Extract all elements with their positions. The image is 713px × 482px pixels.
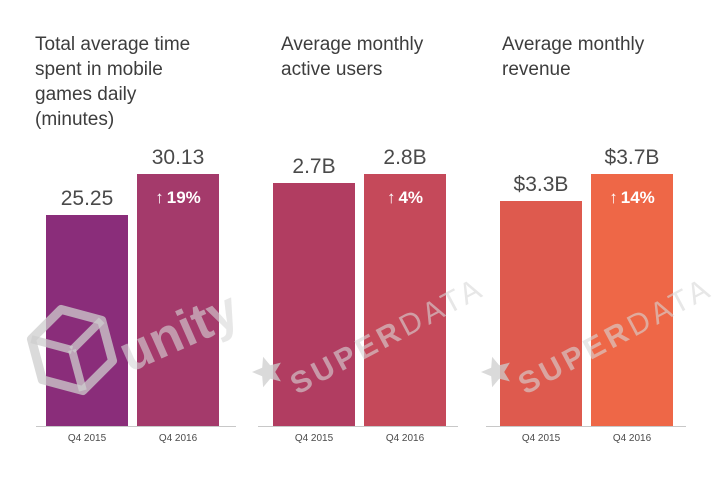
change-badge: ↑ 4% — [364, 188, 446, 208]
data-label: 25.25 — [60, 187, 114, 210]
x-tick-label: Q4 2016 — [158, 433, 198, 444]
data-label: 30.13 — [151, 146, 205, 169]
change-badge: ↑ 19% — [137, 188, 219, 208]
up-arrow-icon: ↑ — [386, 188, 396, 207]
bar-q4-2016 — [364, 174, 446, 426]
x-tick-label: Q4 2015 — [294, 433, 334, 444]
bar-q4-2015 — [500, 201, 582, 426]
superdata-star-icon — [481, 356, 510, 388]
x-axis-baseline — [258, 426, 458, 427]
x-tick-label: Q4 2015 — [521, 433, 561, 444]
up-arrow-icon: ↑ — [609, 188, 618, 207]
x-tick-label: Q4 2016 — [385, 433, 425, 444]
x-tick-label: Q4 2015 — [67, 433, 107, 444]
data-label: 2.8B — [383, 146, 427, 169]
chart-title: Total average time spent in mobile games… — [35, 34, 191, 130]
superdata-star-icon — [252, 356, 281, 388]
up-arrow-icon: ↑ — [155, 188, 164, 207]
bar-q4-2016 — [591, 174, 673, 426]
bar-q4-2015 — [273, 183, 355, 426]
change-badge: ↑ 14% — [591, 188, 673, 208]
data-label: $3.7B — [604, 146, 660, 169]
change-percent: 14% — [620, 188, 655, 207]
data-label: 2.7B — [292, 155, 336, 178]
bar-q4-2016 — [137, 174, 219, 426]
unity-logo-icon — [26, 304, 118, 396]
x-axis-baseline — [36, 426, 236, 427]
change-percent: 19% — [166, 188, 201, 207]
change-percent: 4% — [398, 188, 424, 207]
chart-title: Average monthly active users — [281, 34, 424, 80]
x-axis-baseline — [486, 426, 686, 427]
x-tick-label: Q4 2016 — [612, 433, 652, 444]
chart-title: Average monthly revenue — [502, 34, 645, 80]
data-label: $3.3B — [513, 173, 569, 196]
